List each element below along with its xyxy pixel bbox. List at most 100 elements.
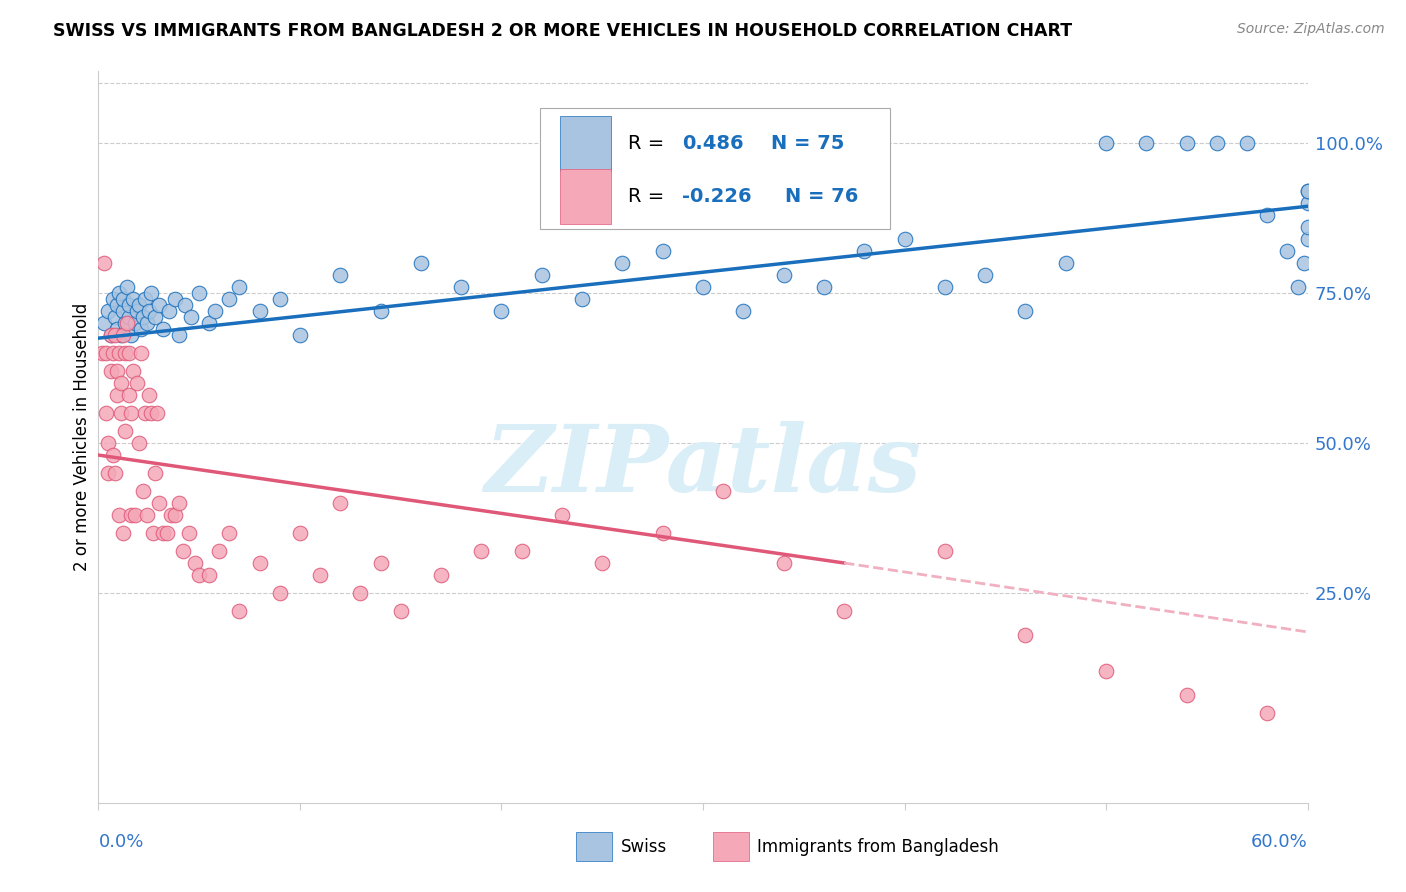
Point [110, 376, 132, 391]
Point [132, 310, 155, 325]
Point [1175, 688, 1198, 702]
Point [288, 526, 311, 541]
Point [101, 448, 124, 462]
Y-axis label: 2 or more Vehicles in Household: 2 or more Vehicles in Household [73, 303, 91, 571]
Point [370, 304, 392, 318]
Point [530, 268, 553, 283]
Point [105, 364, 128, 378]
Point [125, 376, 148, 391]
Point [1256, 706, 1278, 720]
Point [96, 346, 118, 360]
Point [114, 346, 136, 360]
Point [1206, 136, 1229, 151]
Point [430, 568, 453, 582]
Point [105, 298, 128, 312]
Point [167, 328, 190, 343]
Point [813, 280, 835, 294]
Point [138, 388, 160, 402]
Point [204, 304, 226, 318]
Text: ZIPatlas: ZIPatlas [485, 421, 921, 511]
Point [218, 526, 240, 541]
Point [100, 364, 122, 378]
Point [118, 346, 141, 360]
Point [146, 406, 169, 420]
Point [1277, 244, 1299, 259]
Point [389, 604, 412, 618]
Point [470, 544, 492, 558]
Point [120, 406, 142, 420]
FancyBboxPatch shape [561, 169, 612, 224]
Point [129, 346, 152, 360]
Point [893, 232, 915, 246]
Point [118, 298, 141, 312]
Point [114, 316, 136, 330]
Point [139, 406, 162, 420]
Text: R =: R = [628, 134, 671, 153]
Point [571, 292, 593, 306]
Point [1296, 196, 1319, 211]
Point [1095, 664, 1118, 678]
Point [651, 526, 673, 541]
Point [1296, 184, 1319, 198]
Point [329, 496, 352, 510]
Text: N = 76: N = 76 [785, 187, 859, 206]
Point [228, 604, 250, 618]
Point [370, 556, 392, 570]
Point [114, 424, 136, 438]
Point [111, 526, 134, 541]
Point [128, 436, 150, 450]
Point [269, 586, 291, 600]
Point [148, 496, 170, 510]
Point [97, 304, 120, 318]
Point [128, 298, 150, 312]
Text: R =: R = [628, 187, 671, 206]
Point [163, 292, 186, 306]
Point [120, 328, 142, 343]
Point [107, 346, 129, 360]
Point [118, 310, 141, 325]
Point [101, 346, 124, 360]
Point [1135, 136, 1157, 151]
Point [1095, 136, 1118, 151]
Point [115, 316, 138, 330]
Point [107, 286, 129, 301]
Point [180, 310, 202, 325]
Point [139, 286, 162, 301]
Point [309, 568, 332, 582]
Text: 60.0%: 60.0% [1251, 833, 1308, 851]
Point [269, 292, 291, 306]
Point [228, 280, 250, 294]
Point [110, 406, 132, 420]
Point [167, 496, 190, 510]
Point [135, 508, 157, 522]
FancyBboxPatch shape [713, 832, 749, 862]
Point [107, 508, 129, 522]
Point [103, 466, 125, 480]
Point [125, 304, 148, 318]
Point [772, 268, 794, 283]
Point [188, 568, 211, 582]
Point [105, 388, 128, 402]
Point [135, 316, 157, 330]
Point [772, 556, 794, 570]
Text: 0.0%: 0.0% [98, 833, 143, 851]
Point [198, 316, 221, 330]
Point [651, 244, 673, 259]
Point [934, 544, 956, 558]
Point [179, 526, 201, 541]
Point [974, 268, 997, 283]
Point [124, 508, 146, 522]
Point [1014, 304, 1036, 318]
Point [160, 508, 183, 522]
Point [249, 556, 271, 570]
Point [152, 526, 174, 541]
Text: Source: ZipAtlas.com: Source: ZipAtlas.com [1237, 22, 1385, 37]
Point [129, 322, 152, 336]
Point [96, 406, 118, 420]
Point [121, 364, 143, 378]
Point [1054, 256, 1077, 270]
Point [111, 304, 134, 318]
Point [551, 508, 574, 522]
Point [156, 526, 179, 541]
Point [491, 304, 513, 318]
